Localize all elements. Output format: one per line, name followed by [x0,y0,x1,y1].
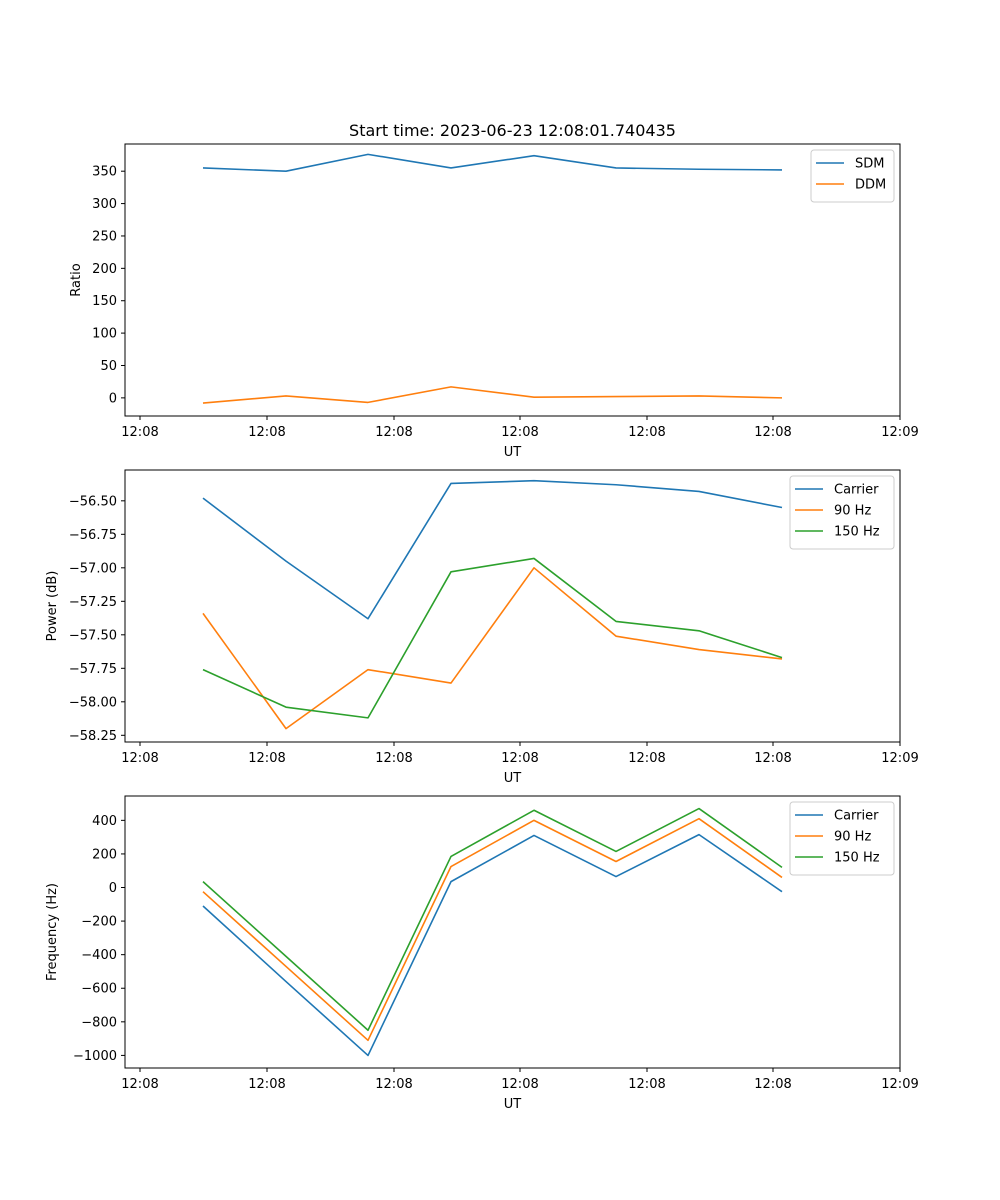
chart-panel-3: 12:08 12:08 12:08 12:08 12:08 12:08 12:09 −1000… [45,795,919,1112]
chart-title: Start time: 2023-06-23 12:08:01.740435 [349,121,676,140]
chart-panel-2: 12:08 12:08 12:08 12:08 12:08 12:08 12:09 −58.2… [45,469,919,786]
x-axis-label: UT [504,1097,522,1112]
y-tick-label: 250 [92,229,117,244]
series-line-90-hz [202,567,783,730]
y-tick-label: −56.50 [69,494,117,509]
x-axis-label: UT [504,771,522,786]
legend-label: 90 Hz [834,830,871,845]
y-tick-label: −57.75 [69,662,117,677]
y-tick-label: 400 [92,814,117,829]
x-tick-label: 12:08 [754,1077,791,1092]
y-tick-label: −400 [81,948,117,963]
x-tick-label: 12:08 [248,751,285,766]
y-tick-label: 100 [92,327,117,342]
x-tick-label: 12:08 [501,751,538,766]
y-tick-label: 150 [92,294,117,309]
x-tick-label: 12:08 [375,1077,412,1092]
series-line-ddm [202,386,783,404]
x-tick-label: 12:08 [121,1077,158,1092]
y-tick-label: 350 [92,165,117,180]
legend-label: 150 Hz [834,525,880,540]
y-tick-label: 0 [109,391,117,406]
x-axis-label: UT [504,445,522,460]
chart-panel-1: 12:08 12:08 12:08 12:08 12:08 12:08 12:09 0 50 10… [69,143,919,460]
series-line-150-hz [202,557,783,719]
y-tick-label: −1000 [73,1049,117,1064]
series-line-sdm [202,153,783,172]
legend-label: 90 Hz [834,504,871,519]
y-axis-label: Frequency (Hz) [45,883,60,981]
y-tick-label: −57.00 [69,561,117,576]
x-tick-label: 12:08 [248,1077,285,1092]
legend-label: 150 Hz [834,851,880,866]
x-tick-label: 12:08 [375,751,412,766]
x-tick-label: 12:09 [881,751,918,766]
x-tick-label: 12:08 [754,425,791,440]
x-tick-label: 12:08 [501,425,538,440]
y-tick-label: −800 [81,1015,117,1030]
series-line-carrier [202,479,783,620]
y-axis-label: Ratio [69,263,84,296]
x-tick-label: 12:08 [754,751,791,766]
y-tick-label: −200 [81,915,117,930]
series-line-90-hz [202,817,783,1042]
y-tick-label: −58.00 [69,695,117,710]
legend-label: Carrier [834,809,879,824]
x-tick-label: 12:09 [881,425,918,440]
y-tick-label: −57.50 [69,628,117,643]
y-tick-label: 0 [109,881,117,896]
y-tick-label: −600 [81,982,117,997]
x-tick-label: 12:08 [501,1077,538,1092]
x-tick-label: 12:09 [881,1077,918,1092]
x-tick-label: 12:08 [248,425,285,440]
y-tick-label: 200 [92,262,117,277]
y-tick-label: −58.25 [69,729,117,744]
x-tick-label: 12:08 [121,751,158,766]
y-axis-label: Power (dB) [45,571,60,642]
legend-label: DDM [855,178,886,193]
y-tick-label: 300 [92,197,117,212]
x-tick-label: 12:08 [375,425,412,440]
series-line-carrier [202,833,783,1057]
x-tick-label: 12:08 [628,751,665,766]
plot-frame [124,795,901,1069]
legend-label: Carrier [834,483,879,498]
plot-frame [124,143,901,417]
x-tick-label: 12:08 [628,425,665,440]
legend: Carrier 90 Hz 150 Hz [789,801,895,876]
legend: Carrier 90 Hz 150 Hz [789,475,895,550]
y-tick-label: 200 [92,847,117,862]
x-tick-label: 12:08 [121,425,158,440]
y-tick-label: 50 [100,359,117,374]
series-line-150-hz [202,807,783,1032]
plot-frame [124,469,901,743]
legend-label: SDM [855,157,884,172]
x-tick-label: 12:08 [628,1077,665,1092]
y-tick-label: −56.75 [69,528,117,543]
legend: SDM DDM [810,149,895,203]
y-tick-label: −57.25 [69,595,117,610]
